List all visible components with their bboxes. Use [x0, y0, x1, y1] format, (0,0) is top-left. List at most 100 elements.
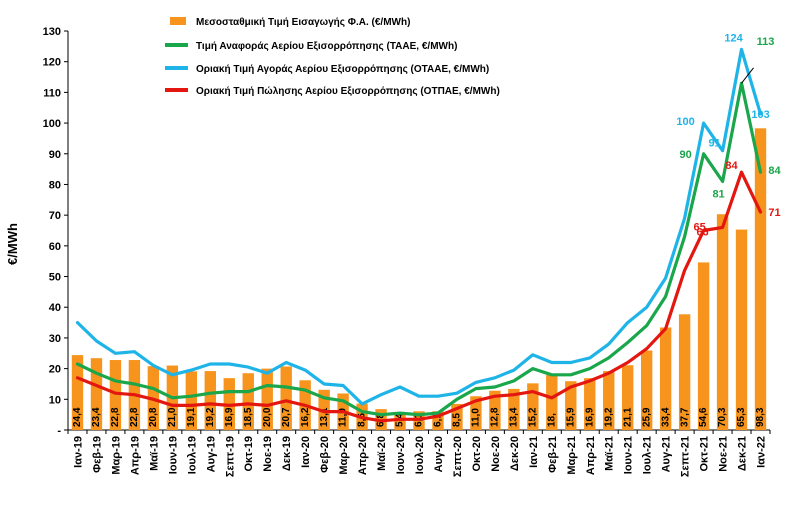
y-tick-label: 30	[49, 333, 61, 345]
line-data-label: 65	[693, 222, 705, 234]
bar-data-label: 12,8	[490, 407, 501, 427]
line-data-label: 113	[757, 36, 775, 48]
y-tick-label: 10	[49, 394, 61, 406]
price-lines	[75, 47, 763, 423]
bar-data-label: 13,4	[509, 407, 520, 427]
bar-labels: 24,4 23,4 22,8 22,8 20,8 21,0 19,1 19,2 16,9 18,5…	[72, 407, 766, 427]
bar-data-label: 13,1	[319, 407, 330, 427]
legend-swatch-import-price	[170, 17, 186, 25]
bars-import-price	[71, 128, 767, 430]
bar	[546, 374, 558, 430]
bar	[489, 390, 501, 430]
x-tick-label: Δεκ-20	[509, 436, 521, 471]
x-tick-label: Μαρ-20	[338, 436, 350, 475]
series-line-3	[75, 170, 763, 423]
x-tick-label: Ιουλ-19	[186, 436, 198, 474]
x-tick-label: Οκτ-19	[243, 436, 255, 472]
bar	[527, 383, 539, 430]
bar	[640, 350, 653, 430]
bar	[697, 262, 710, 430]
legend-label-taae: Τιμή Αναφοράς Αερίου Εξισορρόπησης (ΤΑΑΕ…	[196, 41, 457, 52]
bar	[754, 128, 767, 430]
bar-data-label: 19,2	[205, 407, 216, 427]
x-tick-label: Σεπτ-21	[680, 436, 692, 477]
x-tick-label: Ιαν-20	[300, 436, 312, 468]
bar-data-label: 37,7	[679, 407, 690, 427]
line-data-label: 84	[768, 165, 781, 177]
x-tick-label: Μαρ-21	[566, 436, 578, 475]
bar-data-label: 11,0	[471, 408, 482, 427]
x-tick-label: Δεκ-19	[281, 436, 293, 471]
y-tick-label: 50	[49, 272, 61, 284]
bar	[508, 388, 520, 430]
y-tick-label: 20	[49, 364, 61, 376]
bar	[432, 411, 444, 430]
bar-data-label: 23,4	[91, 407, 102, 427]
x-tick-label: Μαϊ-19	[148, 436, 160, 471]
bar-data-label: 24,4	[72, 407, 83, 427]
legend-label-import-price: Μεσοσταθμική Τιμή Εισαγωγής Φ.Α. (€/MWh)	[196, 17, 410, 28]
bar	[71, 355, 84, 430]
bar	[659, 327, 672, 430]
y-tick-label: 120	[43, 57, 61, 69]
bar	[318, 389, 330, 430]
bar	[394, 413, 406, 430]
x-tick-label: Οκτ-21	[699, 436, 711, 472]
x-tick-label: Αυγ-20	[433, 436, 445, 472]
bar-data-label: 15,2	[527, 407, 538, 427]
x-tick-label: Απρ-21	[585, 436, 597, 475]
bar-data-label: 8,6	[357, 413, 368, 427]
line-data-label: 90	[679, 149, 691, 161]
bar-data-label: 21,0	[167, 407, 178, 427]
bar-data-label: 18,5	[243, 407, 254, 427]
bar	[735, 229, 748, 430]
line-data-label: 124	[724, 32, 743, 44]
line-data-label: 103	[751, 109, 769, 121]
y-tick-label: 90	[49, 149, 61, 161]
bar	[716, 214, 729, 430]
x-tick-label: Νοε-20	[490, 436, 502, 472]
y-tick-label: 40	[49, 302, 61, 314]
x-tick-label: Σεπτ-20	[452, 436, 464, 477]
bar	[678, 314, 691, 430]
bar	[470, 396, 482, 430]
line-data-label: 81	[712, 188, 724, 200]
x-tick-label: Νοε-19	[262, 436, 274, 472]
x-tick-label: Ιαν-21	[528, 436, 540, 468]
y-tick-label: 80	[49, 179, 61, 191]
y-tick-label: 60	[49, 241, 61, 253]
series-line-2	[75, 47, 763, 406]
bar-data-label: 8,5	[452, 413, 463, 427]
x-tick-labels: Ιαν-19 Φεβ-19 Μαρ-19 Απρ-19 Μαϊ-19 Ιουν-19 Ιου…	[72, 436, 767, 477]
line-data-label: 91	[708, 138, 720, 150]
chart-legend: Μεσοσταθμική Τιμή Εισαγωγής Φ.Α. (€/MWh)…	[165, 17, 500, 97]
series-line-1	[75, 81, 763, 417]
bar	[280, 366, 292, 430]
bar-data-label: 65,3	[736, 407, 747, 427]
x-tick-label: Φεβ-20	[319, 436, 331, 473]
bar-data-label: 20,8	[148, 407, 159, 427]
bar-data-label: 20,0	[262, 407, 273, 427]
x-tick-label: Μαϊ-20	[376, 436, 388, 471]
bar-data-label: 19,2	[603, 407, 614, 427]
bar-data-label: 16,9	[224, 407, 235, 427]
bar-data-label: 25,9	[641, 407, 652, 427]
bar-data-label: 22,8	[110, 407, 121, 427]
bar-data-label: 20,7	[281, 407, 292, 427]
bar-data-label: 21,1	[622, 407, 633, 427]
x-tick-label: Αυγ-21	[661, 436, 673, 472]
bar	[565, 381, 577, 430]
line-data-label: 84	[725, 160, 738, 172]
bar	[185, 371, 198, 430]
x-tick-label: Ιαν-19	[72, 436, 84, 468]
line-data-label: 100	[676, 116, 694, 128]
bar-data-label: 70,3	[717, 407, 728, 427]
label-leader-line	[741, 67, 754, 84]
x-tick-label: Ιουλ-20	[414, 436, 426, 474]
line-data-label: 66	[696, 226, 708, 238]
x-tick-label: Μαρ-19	[110, 436, 122, 475]
x-tick-label: Απρ-19	[129, 436, 141, 475]
bar	[109, 360, 122, 430]
y-tick-label: 110	[43, 87, 61, 99]
